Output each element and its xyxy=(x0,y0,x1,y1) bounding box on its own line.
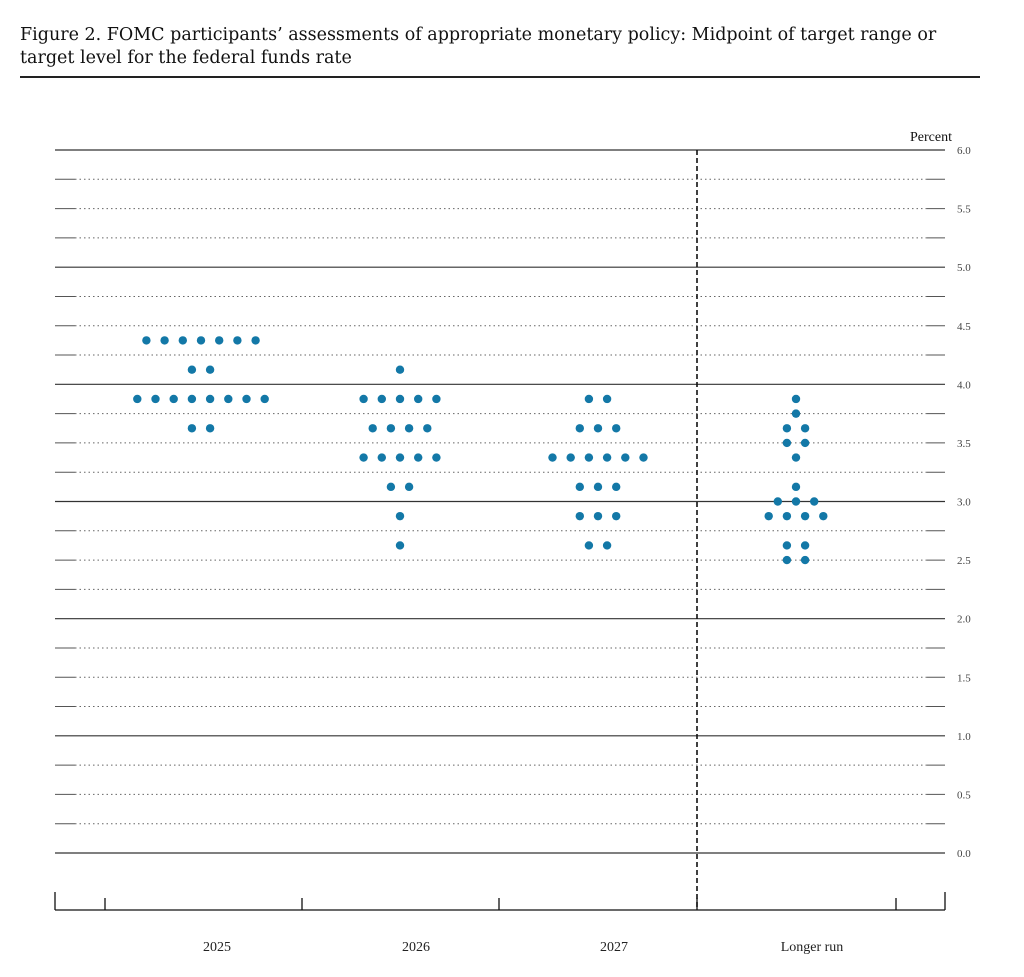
dot-2027 xyxy=(593,482,603,492)
dot-2027 xyxy=(639,453,648,462)
dot-2025 xyxy=(178,336,187,345)
dot-2027 xyxy=(584,541,594,550)
dot-longer-run xyxy=(773,497,782,506)
dot-longer-run xyxy=(800,541,810,550)
dot-2027 xyxy=(593,424,603,433)
dot-2026 xyxy=(395,394,405,404)
dot-2026 xyxy=(423,424,432,433)
dot-longer-run xyxy=(810,497,819,506)
dot-2026 xyxy=(386,424,396,433)
y-tick-label: 6.0 xyxy=(957,145,971,157)
y-tick-label: 0.5 xyxy=(957,789,971,801)
dot-2026 xyxy=(404,424,414,433)
dot-2025 xyxy=(151,394,160,404)
dot-longer-run xyxy=(791,453,801,462)
dot-2025 xyxy=(205,365,215,374)
dot-2027 xyxy=(593,511,603,521)
dot-2026 xyxy=(414,453,423,462)
figure-title: Figure 2. FOMC participants’ assessments… xyxy=(20,25,937,68)
dot-2025 xyxy=(196,336,206,345)
y-tick-label: 2.0 xyxy=(957,614,971,626)
y-tick-label: 3.0 xyxy=(957,497,971,509)
dot-2025 xyxy=(205,424,215,433)
dot-longer-run xyxy=(791,482,801,492)
dot-2025 xyxy=(233,336,242,345)
x-tick-label: 2025 xyxy=(203,940,231,955)
dot-2027 xyxy=(548,453,557,462)
dot-2025 xyxy=(160,336,169,345)
dot-2026 xyxy=(359,394,368,404)
dot-longer-run xyxy=(791,409,801,418)
dot-2026 xyxy=(395,365,405,374)
y-tick-label: 4.5 xyxy=(957,321,971,333)
dot-2025 xyxy=(260,394,269,404)
x-tick-label: Longer run xyxy=(781,940,844,955)
dot-2026 xyxy=(404,482,414,492)
dot-2027 xyxy=(602,394,612,404)
dot-longer-run xyxy=(800,438,810,448)
dot-longer-run xyxy=(782,541,792,550)
dot-2025 xyxy=(142,336,151,345)
dot-2026 xyxy=(377,394,386,404)
dot-2025 xyxy=(187,394,197,404)
dot-longer-run xyxy=(782,424,792,433)
y-tick-label: 1.5 xyxy=(957,672,971,684)
dot-2025 xyxy=(251,336,260,345)
dot-2025 xyxy=(215,336,224,345)
dot-longer-run xyxy=(791,394,801,404)
y-tick-label: 5.0 xyxy=(957,262,971,274)
dot-2026 xyxy=(359,453,368,462)
dot-2026 xyxy=(395,453,405,462)
dot-2026 xyxy=(432,453,441,462)
dot-longer-run xyxy=(782,511,792,521)
dot-2027 xyxy=(584,453,594,462)
dot-2026 xyxy=(386,482,396,492)
dot-2027 xyxy=(575,482,584,492)
dot-2025 xyxy=(133,394,142,404)
dot-2025 xyxy=(169,394,178,404)
y-tick-label: 4.0 xyxy=(957,379,971,391)
dot-2025 xyxy=(242,394,251,404)
dot-longer-run xyxy=(791,497,801,506)
dot-2027 xyxy=(584,394,594,404)
dot-longer-run xyxy=(819,511,828,521)
x-tick-label: 2026 xyxy=(402,940,430,955)
dot-2025 xyxy=(205,394,215,404)
dot-2027 xyxy=(612,482,621,492)
dot-longer-run xyxy=(800,511,810,521)
dot-2026 xyxy=(432,394,441,404)
dot-2027 xyxy=(612,424,621,433)
dot-2027 xyxy=(575,511,584,521)
dot-longer-run xyxy=(764,511,773,521)
y-tick-label: 5.5 xyxy=(957,204,971,216)
dot-longer-run xyxy=(782,438,792,448)
dot-2026 xyxy=(395,541,405,550)
dot-2027 xyxy=(575,424,584,433)
dot-2027 xyxy=(566,453,575,462)
title-rule xyxy=(20,76,980,78)
dot-longer-run xyxy=(800,424,810,433)
dot-2025 xyxy=(224,394,233,404)
y-tick-label: 1.0 xyxy=(957,731,971,743)
dot-2027 xyxy=(612,511,621,521)
dot-2026 xyxy=(368,424,377,433)
dot-2027 xyxy=(602,453,612,462)
dot-longer-run xyxy=(782,555,792,565)
x-tick-label: 2027 xyxy=(600,940,628,955)
y-axis-label: Percent xyxy=(910,130,952,145)
dot-2026 xyxy=(395,511,405,521)
y-tick-label: 2.5 xyxy=(957,555,971,567)
dot-2027 xyxy=(602,541,612,550)
dot-longer-run xyxy=(800,555,810,565)
dot-2025 xyxy=(187,365,197,374)
dot-2025 xyxy=(187,424,197,433)
dot-2026 xyxy=(414,394,423,404)
dot-2026 xyxy=(377,453,386,462)
y-tick-label: 0.0 xyxy=(957,848,971,860)
dot-2027 xyxy=(621,453,630,462)
y-tick-label: 3.5 xyxy=(957,438,971,450)
